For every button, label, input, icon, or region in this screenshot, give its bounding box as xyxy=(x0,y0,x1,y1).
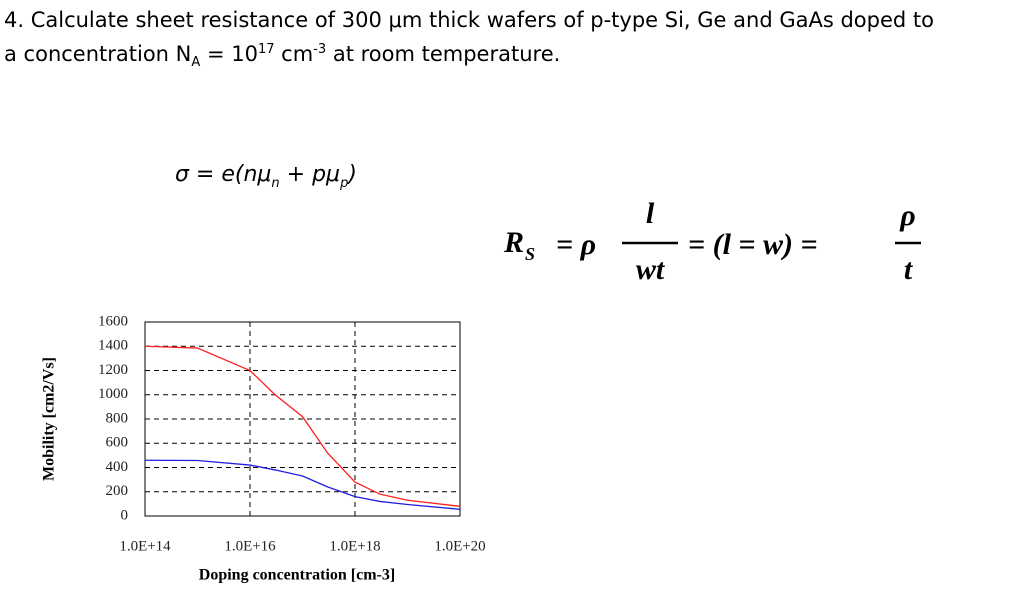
superscript: 17 xyxy=(257,42,275,57)
question-line: 4. Calculate sheet resistance of 300 μm … xyxy=(4,6,934,34)
x-tick-label: 1.0E+18 xyxy=(329,538,380,554)
x-tick-label: 1.0E+14 xyxy=(119,538,171,554)
text: 4. Calculate sheet resistance of 300 μm … xyxy=(4,8,934,32)
text: R xyxy=(503,226,524,259)
subscript: n xyxy=(271,176,280,191)
numerator: ρ xyxy=(899,199,915,232)
subscript: p xyxy=(340,176,349,191)
text: at room temperature. xyxy=(326,42,561,66)
subscript: S xyxy=(525,244,535,264)
y-tick-label: 1000 xyxy=(98,386,128,402)
subscript: A xyxy=(191,55,201,70)
denominator: wt xyxy=(636,253,666,286)
text: = (l = w) = xyxy=(688,228,818,261)
formula-sheet-resistance: R S = ρ l wt = (l = w) = ρ t xyxy=(503,197,921,286)
text: cm xyxy=(274,42,314,66)
y-tick-label: 0 xyxy=(121,507,129,523)
text: σ = e(nμ xyxy=(175,162,272,187)
series-line xyxy=(144,345,461,507)
text: a concentration N xyxy=(4,42,192,66)
denominator: t xyxy=(904,253,914,286)
text: = 10 xyxy=(200,42,258,66)
text: + pμ xyxy=(279,162,341,187)
x-tick-label: 1.0E+20 xyxy=(434,538,485,554)
y-tick-label: 400 xyxy=(106,459,129,475)
text: = ρ xyxy=(556,228,596,261)
text: ) xyxy=(348,162,357,187)
plot-frame xyxy=(144,321,461,517)
y-tick-label: 1200 xyxy=(98,362,128,378)
series-line xyxy=(144,459,461,510)
x-axis-title: Doping concentration [cm-3] xyxy=(199,567,395,584)
y-tick-label: 200 xyxy=(106,483,129,499)
y-axis-title: Mobility [cm2/Vs] xyxy=(41,357,58,481)
y-tick-label: 1400 xyxy=(98,338,128,354)
formula-conductivity: σ = e(nμn + pμp) xyxy=(175,162,357,190)
numerator: l xyxy=(646,197,655,230)
y-tick-label: 800 xyxy=(106,410,129,426)
question-line: a concentration NA = 1017 cm-3 at room t… xyxy=(4,40,561,70)
superscript: -3 xyxy=(313,42,327,57)
y-tick-label: 1600 xyxy=(98,313,128,329)
y-tick-label: 600 xyxy=(106,435,129,451)
x-tick-label: 1.0E+16 xyxy=(224,538,276,554)
